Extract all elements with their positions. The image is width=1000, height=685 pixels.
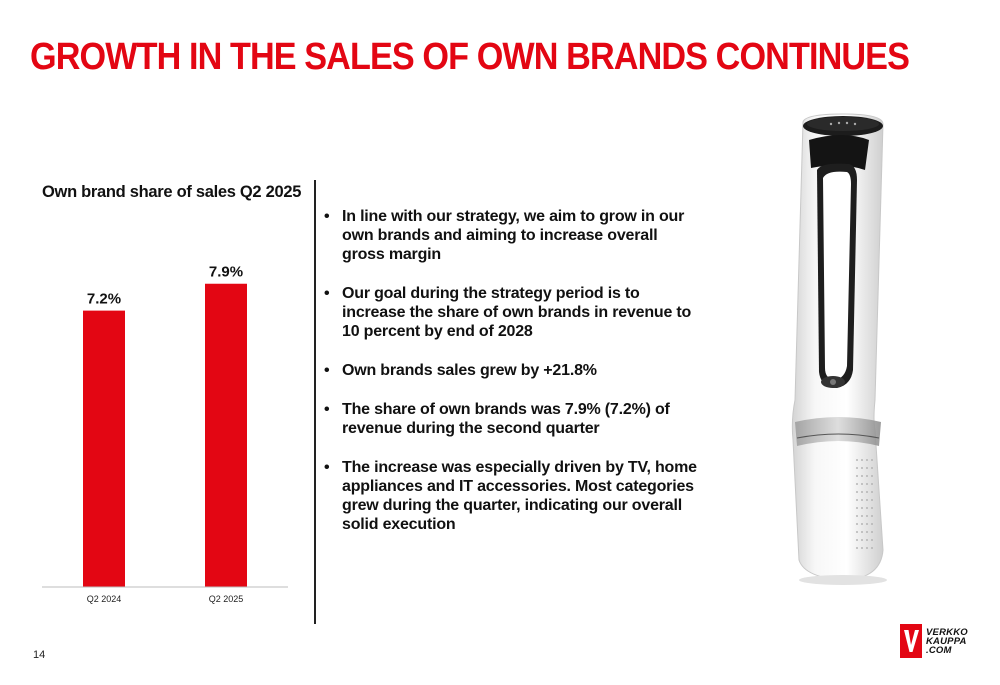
logo-line: VERKKO [926,626,968,638]
bullet-text: The share of own brands was 7.9% (7.2%) … [342,401,670,437]
data-label: 7.2% [87,291,121,308]
logo-mark-icon [900,624,922,658]
bullet-item: • The share of own brands was 7.9% (7.2%)… [322,400,702,438]
bullet-text: The increase was especially driven by TV… [342,459,697,533]
bullet-text: Our goal during the strategy period is t… [342,285,692,340]
logo-line: .COM [926,644,952,656]
logo-line: KAUPPA [926,635,967,647]
bullet-text: Own brands sales grew by +21.8% [342,362,597,379]
data-label: 7.9% [209,264,243,281]
bullet-dot: • [324,285,330,302]
bullet-dot: • [324,208,330,225]
bullet-list: • In line with our strategy, we aim to gr… [322,207,702,554]
bullet-item: • In line with our strategy, we aim to gr… [322,207,702,264]
bullet-item: • The increase was especially driven by T… [322,458,702,534]
bullet-item: • Our goal during the strategy period is … [322,284,702,341]
chart-bar [83,310,125,587]
bullet-dot: • [324,401,330,418]
chart-bar [205,283,247,587]
vertical-divider [314,180,316,624]
logo-wordmark: VERKKO KAUPPA .COM [926,626,968,656]
bullet-dot: • [324,459,330,476]
chart-title: Own brand share of sales Q2 2025 [42,183,302,201]
bar-chart: 7.2% Q2 2024 7.9% Q2 2025 [42,264,288,604]
bullet-item: • Own brands sales grew by +21.8% [322,361,702,380]
x-tick-label: Q2 2024 [87,594,122,604]
x-tick-label: Q2 2025 [209,594,244,604]
verkkokauppa-logo: VERKKO KAUPPA .COM [900,624,968,658]
tower-fan-image [765,100,895,595]
bullet-dot: • [324,362,330,379]
bullet-text: In line with our strategy, we aim to gro… [342,208,685,263]
slide-title: GROWTH IN THE SALES OF OWN BRANDS CONTIN… [30,36,910,78]
page-number: 14 [33,649,46,661]
